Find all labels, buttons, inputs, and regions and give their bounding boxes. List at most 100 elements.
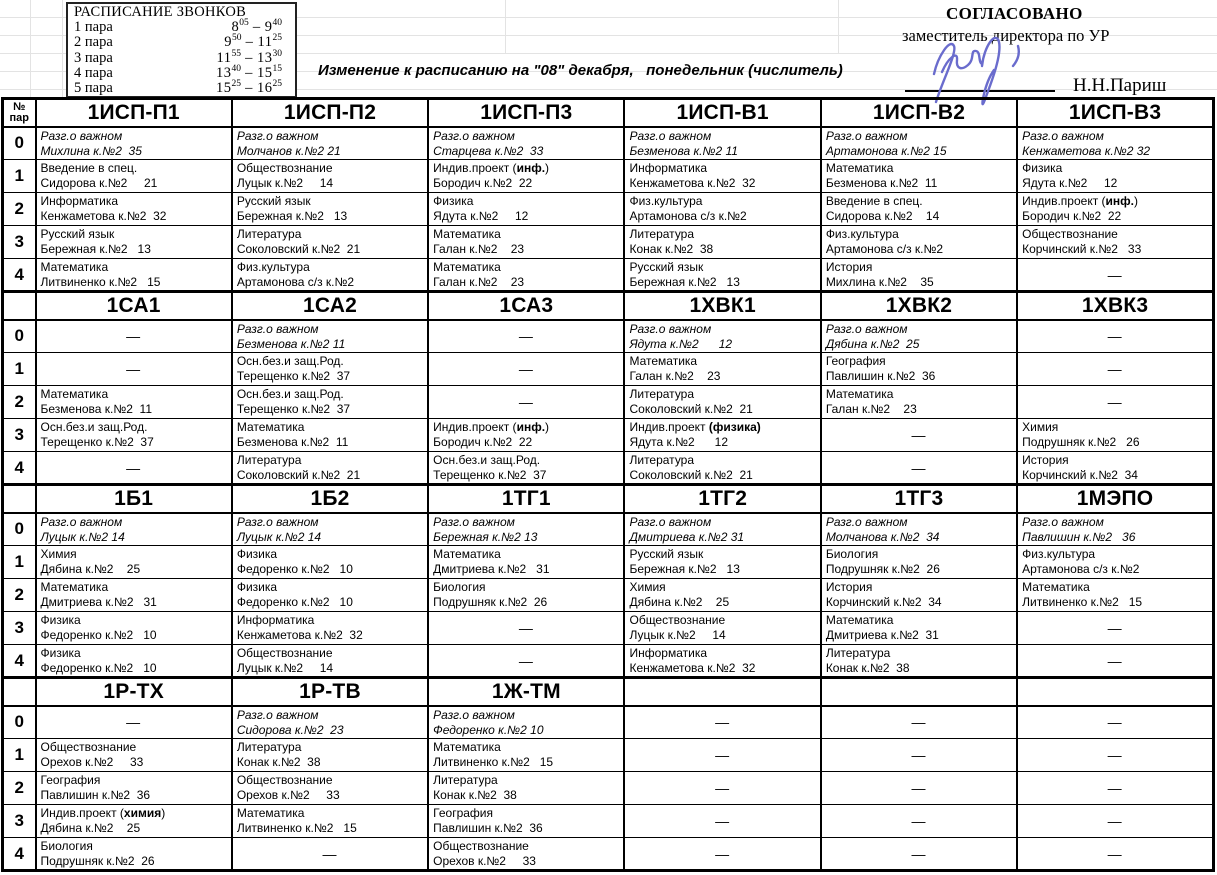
empty-lesson-cell: — [34, 352, 233, 386]
lesson-teacher-room: Луцык к.№2 14 [236, 661, 334, 675]
lesson-row: 3 Физика Федоренко к.№2 10 Информатика Кенжа… [1, 611, 1215, 645]
group-header-row: 1Р-ТХ 1Р-ТВ 1Ж-ТМ [1, 676, 1215, 707]
lesson-teacher-room: Литвиненко к.№2 15 [1022, 595, 1143, 609]
lesson-cell: История Корчинский к.№2 34 [819, 578, 1019, 612]
lesson-cell: Осн.без.и защ.Род. Терещенко к.№2 37 [427, 451, 626, 485]
lesson-teacher-room: Терещенко к.№2 37 [433, 468, 547, 482]
lesson-subject: Биология [433, 580, 486, 594]
lesson-subject: Разг.о важном [1022, 128, 1104, 143]
lesson-subject: Разг.о важном [236, 321, 319, 336]
group-header: 1ИСП-П2 [230, 97, 430, 128]
lesson-teacher-room: Орехов к.№2 33 [40, 755, 144, 769]
lesson-subject: Индив.проект (химия) [40, 806, 166, 820]
lesson-subject: Разг.о важном [40, 128, 123, 143]
lesson-cell: Индив.проект (химия) Дябина к.№2 25 [34, 804, 233, 838]
lesson-subject: Физика [236, 547, 278, 561]
lesson-cell: Литература Конак к.№2 38 [230, 738, 430, 772]
lesson-row: 2 География Павлишин к.№2 36 Обществознание… [1, 771, 1215, 805]
bell-row: 1 пара 805 – 940 [74, 18, 290, 36]
lesson-subject: Математика [825, 387, 894, 401]
lesson-subject: Введение в спец. [40, 161, 138, 175]
bell-pair-label: 2 пара [74, 34, 113, 51]
gridline-vertical [838, 0, 839, 54]
lesson-cell: Русский язык Бережная к.№2 13 [230, 192, 430, 226]
lesson-subject: Русский язык [40, 227, 115, 241]
group-header: 1ХВК2 [819, 290, 1019, 321]
lesson-cell: Физ.культура Артамонова с/з к.№2 [230, 258, 430, 292]
lesson-teacher-room: Дябина к.№2 25 [40, 562, 141, 576]
group-header: 1ТГ3 [819, 483, 1019, 514]
group-header: 1ИСП-В2 [819, 97, 1019, 128]
lesson-cell: Литература Конак к.№2 38 [427, 771, 626, 805]
lesson-cell: Разг.о важном Луцык к.№2 14 [34, 512, 233, 546]
lesson-teacher-room: Ядута к.№2 12 [629, 336, 733, 351]
approval-block: СОГЛАСОВАНО заместитель директора по УР … [902, 4, 1212, 96]
lesson-teacher-room: Терещенко к.№2 37 [40, 435, 154, 449]
lesson-cell: Разг.о важном Сидорова к.№2 23 [230, 705, 430, 739]
bell-time-range: 1155 – 1330 [216, 48, 282, 66]
pair-number: 0 [1, 319, 37, 353]
group-header-row: 1СА1 1СА2 1СА3 1ХВК1 1ХВК2 1ХВК3 [1, 290, 1215, 321]
lesson-subject: География [433, 806, 493, 820]
lesson-subject: Осн.без.и защ.Род. [433, 453, 541, 467]
lesson-row: 4 Биология Подрушняк к.№2 26— Обществознани… [1, 837, 1215, 871]
lesson-subject: Физика [40, 613, 81, 627]
lesson-subject: Разг.о важном [629, 321, 712, 336]
group-header-row: 1Б1 1Б2 1ТГ1 1ТГ2 1ТГ3 1МЭПО [1, 483, 1215, 514]
group-header: 1Б2 [230, 483, 430, 514]
lesson-teacher-room: Дмитриева к.№2 31 [40, 595, 157, 609]
lesson-subject: Физ.культура [629, 194, 703, 208]
lesson-subject: Обществознание [433, 839, 529, 853]
lesson-teacher-room: Кенжаметова к.№2 32 [1022, 143, 1151, 158]
gridline-vertical [62, 0, 63, 97]
pair-number: 3 [1, 225, 37, 259]
corner-line2: пар [9, 111, 29, 124]
lesson-teacher-room: Артамонова с/з к.№2 [236, 275, 355, 289]
lesson-cell: Индив.проект (инф.) Бородич к.№2 22 [427, 159, 626, 193]
bell-time-range: 805 – 940 [231, 18, 283, 36]
lesson-teacher-room: Конак к.№2 38 [825, 661, 910, 675]
lesson-subject: Физ.культура [1022, 547, 1096, 561]
group-header: 1ХВК3 [1016, 290, 1215, 321]
gridline-vertical [30, 0, 31, 97]
empty-lesson-cell: — [1016, 258, 1215, 292]
empty-lesson-cell: — [1016, 837, 1215, 871]
group-header: 1СА3 [427, 290, 626, 321]
group-header [623, 676, 822, 707]
lesson-subject: Информатика [629, 646, 708, 660]
lesson-cell: Математика Галан к.№2 23 [623, 352, 822, 386]
lesson-cell: Индив.проект (инф.) Бородич к.№2 22 [427, 418, 626, 452]
lesson-teacher-room: Ядута к.№2 12 [1022, 176, 1118, 190]
lesson-teacher-room: Дябина к.№2 25 [629, 595, 730, 609]
lesson-teacher-room: Луцык к.№2 14 [40, 529, 125, 544]
lesson-teacher-room: Соколовский к.№2 21 [629, 468, 753, 482]
lesson-cell: Биология Подрушняк к.№2 26 [819, 545, 1019, 579]
lesson-subject: Индив.проект (инф.) [433, 420, 550, 434]
lesson-subject: История [825, 260, 873, 274]
lesson-subject: Индив.проект (физика) [629, 420, 761, 434]
lesson-cell: Обществознание Луцык к.№2 14 [230, 644, 430, 678]
lesson-subject: История [825, 580, 873, 594]
group-header: 1Р-ТВ [230, 676, 430, 707]
lesson-subject: Осн.без.и защ.Род. [40, 420, 148, 434]
pair-number: 3 [1, 804, 37, 838]
empty-lesson-cell: — [623, 771, 822, 805]
lesson-teacher-room: Конак к.№2 38 [236, 755, 321, 769]
lesson-teacher-room: Литвиненко к.№2 15 [236, 821, 357, 835]
corner-cell [1, 676, 37, 707]
lesson-cell: Химия Дябина к.№2 25 [34, 545, 233, 579]
lesson-cell: Информатика Кенжаметова к.№2 32 [623, 644, 822, 678]
lesson-cell: Физ.культура Артамонова с/з к.№2 [623, 192, 822, 226]
empty-lesson-cell: — [623, 705, 822, 739]
lesson-subject: Математика [433, 547, 501, 561]
bell-time-range: 1340 – 1515 [216, 63, 282, 81]
lesson-row: 3 Индив.проект (химия) Дябина к.№2 25 Матем… [1, 804, 1215, 838]
lesson-teacher-room: Сидорова к.№2 23 [236, 722, 344, 737]
empty-lesson-cell: — [819, 804, 1019, 838]
lesson-cell: Математика Литвиненко к.№2 15 [34, 258, 233, 292]
lesson-cell: Математика Безменова к.№2 11 [819, 159, 1019, 193]
lesson-teacher-room: Дябина к.№2 25 [40, 821, 141, 835]
lesson-teacher-room: Литвиненко к.№2 15 [433, 755, 554, 769]
lesson-subject: Разг.о важном [236, 707, 319, 722]
